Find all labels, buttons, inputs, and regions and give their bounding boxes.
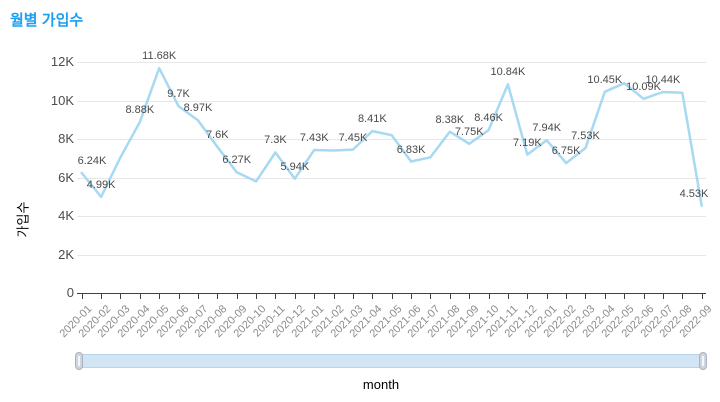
x-axis-tick (120, 294, 122, 299)
data-point-label: 10.45K (587, 73, 623, 86)
x-axis-tick (294, 294, 296, 299)
x-axis-tick (275, 294, 277, 299)
y-axis-tick-label: 8K (58, 131, 74, 146)
data-point-label: 8.41K (357, 113, 387, 126)
x-axis-tick (449, 294, 451, 299)
data-point-label: 6.75K (551, 145, 581, 158)
x-axis-tick (507, 294, 509, 299)
x-axis-tick (701, 294, 703, 299)
data-point-label: 7.53K (571, 130, 600, 143)
x-axis-tick (372, 294, 374, 299)
y-axis-tick-label: 0 (66, 285, 74, 300)
gridline (77, 177, 706, 179)
data-point-label: 7.94K (532, 122, 562, 135)
x-axis-tick (352, 294, 354, 299)
x-axis-tick (411, 294, 413, 299)
gridline (77, 254, 706, 256)
y-axis-tick-label: 2K (58, 246, 74, 262)
chart-title: 월별 가입수 (10, 12, 84, 29)
gridline (77, 216, 706, 217)
data-point-label: 11.68K (142, 50, 177, 63)
y-axis-tick-label: 6K (58, 169, 74, 185)
x-axis-tick (624, 294, 626, 299)
x-axis-tick (527, 294, 529, 299)
data-point-label: 8.97K (183, 102, 213, 115)
data-point-label: 9.7K (167, 88, 190, 101)
y-axis-tick-label: 10K (50, 92, 74, 108)
x-axis-tick (546, 294, 548, 299)
data-point-label: 7.6K (205, 128, 229, 141)
y-axis-tick-label: 4K (58, 208, 74, 223)
x-axis-tick (430, 294, 432, 299)
scrollbar-left-handle[interactable] (75, 352, 83, 370)
x-axis-tick (139, 294, 141, 299)
x-axis-tick (604, 294, 606, 299)
data-point-label: 5.94K (280, 160, 310, 173)
x-axis-tick (566, 294, 568, 299)
gridline (77, 100, 706, 102)
scrollbar-right-handle[interactable] (699, 352, 707, 370)
data-point-label: 6.27K (222, 154, 252, 167)
data-point-label: 6.24K (77, 154, 107, 167)
x-axis-tick (101, 294, 103, 299)
x-axis-tick (662, 294, 664, 299)
x-axis-title: month (362, 377, 400, 392)
x-axis-tick (314, 294, 316, 299)
x-axis-line (77, 293, 706, 294)
data-point-label: 4.99K (86, 178, 116, 191)
x-axis-tick (256, 294, 258, 299)
x-range-scrollbar[interactable] (75, 352, 707, 370)
data-point-label: 4.53K (679, 187, 709, 200)
x-axis-tick (391, 294, 393, 299)
x-axis-tick (217, 294, 219, 299)
x-axis-tick (585, 294, 587, 299)
gridline (77, 139, 706, 140)
data-point-label: 7.45K (338, 131, 368, 144)
data-point-label: 7.19K (512, 136, 542, 149)
x-axis-tick (178, 294, 180, 299)
y-axis-tick-label: 12K (50, 54, 74, 69)
x-axis-tick (488, 294, 490, 299)
data-point-label: 10.09K (626, 80, 661, 93)
data-point-label: 7.43K (299, 131, 329, 144)
gridline (77, 62, 706, 63)
x-axis-tick (469, 294, 471, 299)
x-axis-tick (643, 294, 645, 299)
data-point-label: 10.44K (645, 74, 681, 87)
data-point-label: 8.88K (125, 104, 155, 117)
data-point-label: 7.3K (264, 134, 287, 147)
x-axis-tick (682, 294, 684, 299)
data-point-label: 7.75K (454, 125, 484, 138)
x-axis-tick (159, 294, 161, 299)
x-axis-tick (197, 294, 199, 299)
data-point-label: 10.84K (490, 66, 526, 79)
series-line[interactable] (80, 66, 703, 208)
data-point-label: 8.46K (474, 112, 503, 125)
data-point-label: 8.38K (435, 113, 465, 126)
x-axis-tick (333, 294, 335, 299)
x-axis-tick (236, 294, 238, 299)
x-axis-tick (81, 294, 83, 299)
data-point-label: 6.83K (396, 143, 426, 156)
